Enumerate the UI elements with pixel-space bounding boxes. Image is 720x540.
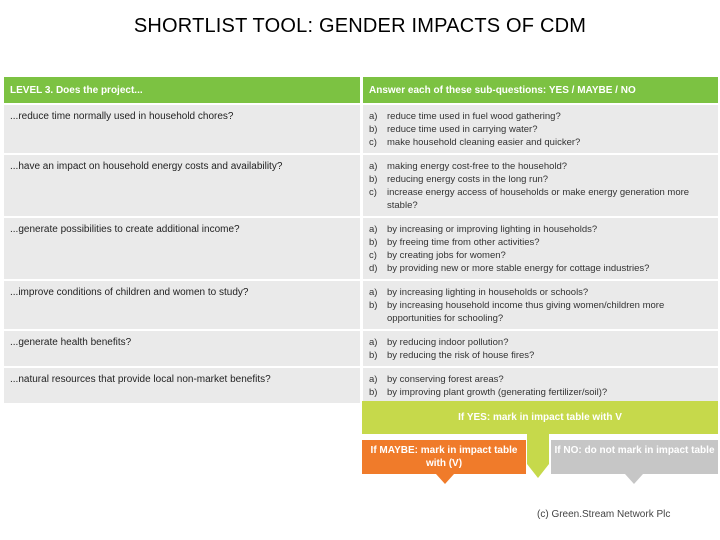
question-cell: ...generate possibilities to create addi… (4, 216, 363, 280)
yes-instruction-box: If YES: mark in impact table with V (362, 401, 718, 434)
table-row: ...natural resources that provide local … (4, 366, 718, 403)
sub-question-letter: a) (369, 161, 378, 172)
sub-question-text: by freeing time from other activities? (387, 237, 540, 248)
table-row: ...improve conditions of children and wo… (4, 279, 718, 330)
sub-question-letter: b) (369, 124, 378, 135)
sub-question-item: a) by increasing lighting in households o… (369, 286, 712, 299)
sub-question-text: by providing new or more stable energy f… (387, 263, 650, 274)
table-row: ...reduce time normally used in househol… (4, 103, 718, 154)
sub-question-letter: b) (369, 387, 378, 398)
sub-question-text: by increasing or improving lighting in h… (387, 224, 598, 235)
sub-question-letter: a) (369, 111, 378, 122)
sub-questions-cell: a) making energy cost-free to the househo… (361, 153, 718, 217)
sub-question-letter: b) (369, 350, 378, 361)
sub-question-item: b) reduce time used in carrying water? (369, 123, 712, 136)
sub-question-letter: b) (369, 174, 378, 185)
sub-question-text: by increasing household income thus givi… (387, 300, 665, 324)
sub-question-item: c) increase energy access of households o… (369, 186, 712, 212)
sub-question-text: by increasing lighting in households or … (387, 287, 589, 298)
sub-question-item: a) by increasing or improving lighting in… (369, 223, 712, 236)
page-title: SHORTLIST TOOL: GENDER IMPACTS OF CDM (133, 15, 587, 37)
sub-question-text: by reducing indoor pollution? (387, 337, 509, 348)
sub-question-item: b) by freeing time from other activities? (369, 236, 712, 249)
sub-question-letter: a) (369, 287, 378, 298)
sub-question-text: making energy cost-free to the household… (387, 161, 568, 172)
no-instruction-box: If NO: do not mark in impact table (551, 440, 718, 474)
header-answer-instructions: Answer each of these sub-questions: YES … (361, 77, 718, 104)
table-row: ...have an impact on household energy co… (4, 153, 718, 217)
sub-question-letter: a) (369, 224, 378, 235)
sub-question-letter: b) (369, 237, 378, 248)
yes-arrow-icon (527, 434, 549, 478)
sub-questions-cell: a) by reducing indoor pollution? b) by redu… (361, 329, 718, 367)
question-cell: ...reduce time normally used in househol… (4, 103, 363, 154)
question-cell: ...have an impact on household energy co… (4, 153, 363, 217)
sub-question-item: a) by conserving forest areas? (369, 373, 712, 386)
question-cell: ...natural resources that provide local … (4, 366, 363, 403)
sub-question-text: by reducing the risk of house fires? (387, 350, 535, 361)
sub-question-text: reducing energy costs in the long run? (387, 174, 549, 185)
maybe-instruction-box: If MAYBE: mark in impact table with (V) (362, 440, 526, 474)
table-row: ...generate possibilities to create addi… (4, 216, 718, 280)
sub-questions-cell: a) by increasing lighting in households o… (361, 279, 718, 330)
no-arrow-icon (625, 474, 643, 484)
sub-questions-cell: a) by conserving forest areas? b) by improv… (361, 366, 718, 403)
shortlist-table: LEVEL 3. Does the project... Answer each… (4, 77, 718, 403)
maybe-arrow-icon (436, 474, 454, 484)
sub-question-text: by conserving forest areas? (387, 374, 504, 385)
sub-question-item: d) by providing new or more stable energy… (369, 262, 712, 275)
sub-question-text: increase energy access of households or … (387, 187, 690, 211)
sub-question-text: by creating jobs for women? (387, 250, 506, 261)
sub-question-item: b) by increasing household income thus gi… (369, 299, 712, 325)
question-cell: ...improve conditions of children and wo… (4, 279, 363, 330)
table-header-row: LEVEL 3. Does the project... Answer each… (4, 77, 718, 104)
question-cell: ...generate health benefits? (4, 329, 363, 367)
sub-question-item: a) making energy cost-free to the househo… (369, 160, 712, 173)
sub-question-letter: c) (369, 137, 377, 148)
sub-questions-cell: a) reduce time used in fuel wood gatherin… (361, 103, 718, 154)
sub-question-item: a) by reducing indoor pollution? (369, 336, 712, 349)
sub-question-item: b) reducing energy costs in the long run? (369, 173, 712, 186)
sub-question-text: make household cleaning easier and quick… (387, 137, 581, 148)
sub-question-item: c) make household cleaning easier and qui… (369, 136, 712, 149)
copyright-notice: (c) Green.Stream Network Plc (537, 509, 671, 520)
sub-question-letter: a) (369, 337, 378, 348)
table-row: ...generate health benefits? a) by reducin… (4, 329, 718, 367)
sub-question-letter: a) (369, 374, 378, 385)
sub-question-letter: b) (369, 300, 378, 311)
sub-question-item: b) by improving plant growth (generating … (369, 386, 712, 399)
sub-question-letter: c) (369, 187, 377, 198)
sub-question-item: b) by reducing the risk of house fires? (369, 349, 712, 362)
sub-question-text: reduce time used in fuel wood gathering? (387, 111, 561, 122)
sub-question-item: c) by creating jobs for women? (369, 249, 712, 262)
sub-question-text: by improving plant growth (generating fe… (387, 387, 608, 398)
sub-question-item: a) reduce time used in fuel wood gatherin… (369, 110, 712, 123)
sub-questions-cell: a) by increasing or improving lighting in… (361, 216, 718, 280)
sub-question-letter: c) (369, 250, 377, 261)
header-level-question: LEVEL 3. Does the project... (4, 77, 363, 104)
sub-question-letter: d) (369, 263, 378, 274)
sub-question-text: reduce time used in carrying water? (387, 124, 538, 135)
